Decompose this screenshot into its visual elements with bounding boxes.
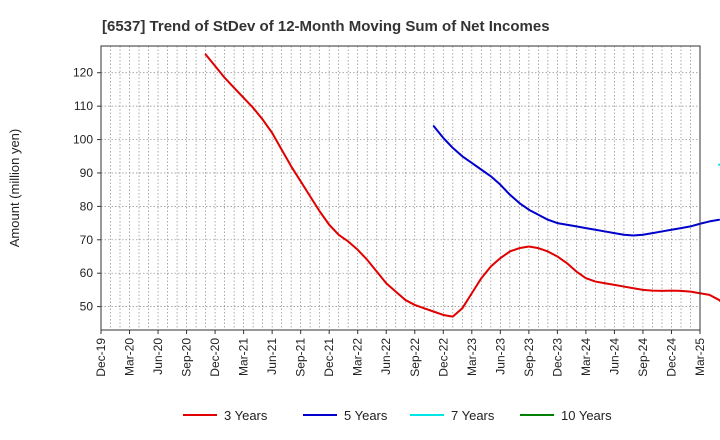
x-tick-label: Jun-21: [265, 338, 279, 375]
y-tick-label: 100: [73, 133, 93, 147]
legend-label-7-years: 7 Years: [451, 408, 495, 423]
series-layer: [204, 53, 720, 318]
y-tick-label: 110: [74, 99, 93, 113]
x-tick-label: Jun-23: [493, 338, 507, 375]
x-tick-label: Dec-20: [208, 338, 222, 377]
x-tick-label: Sep-21: [294, 338, 308, 377]
x-axis-ticks: Dec-19 Mar-20 Jun-20 Sep-20 Dec-20 Mar-21 Jun-…: [94, 330, 707, 377]
y-tick-label: 90: [80, 166, 94, 180]
x-tick-label: Sep-22: [408, 338, 422, 377]
x-tick-label: Sep-23: [522, 338, 536, 377]
x-tick-label: Mar-24: [579, 338, 593, 376]
legend-label-5-years: 5 Years: [344, 408, 388, 423]
x-tick-label: Mar-22: [351, 338, 365, 376]
x-tick-label: Jun-22: [379, 338, 393, 375]
y-tick-label: 120: [73, 66, 93, 80]
chart-title: [6537] Trend of StDev of 12-Month Moving…: [102, 18, 550, 35]
y-tick-label: 80: [80, 199, 94, 213]
legend-label-10-years: 10 Years: [561, 408, 612, 423]
legend: 3 Years 5 Years 7 Years 10 Years: [183, 408, 612, 423]
y-axis-ticks: 50 60 70 80 90 100 110 120: [73, 66, 101, 314]
series-line-3-years: [204, 53, 720, 318]
x-tick-label: Dec-19: [94, 338, 108, 377]
chart-grid: [101, 46, 700, 330]
y-tick-label: 60: [80, 266, 94, 280]
x-tick-label: Mar-25: [693, 338, 707, 376]
x-tick-label: Dec-22: [436, 338, 450, 377]
plot-frame: [100, 45, 701, 331]
x-tick-label: Dec-24: [664, 338, 678, 377]
series-line-5-years: [432, 125, 720, 237]
x-tick-label: Mar-20: [123, 338, 137, 376]
y-tick-label: 70: [80, 233, 94, 247]
legend-label-3-years: 3 Years: [224, 408, 268, 423]
x-tick-label: Mar-23: [465, 338, 479, 376]
x-tick-label: Dec-21: [322, 338, 336, 377]
x-tick-label: Jun-24: [607, 338, 621, 375]
x-tick-label: Jun-20: [151, 338, 165, 375]
y-tick-label: 50: [80, 300, 94, 314]
x-tick-label: Sep-24: [636, 338, 650, 377]
x-tick-label: Dec-23: [550, 338, 564, 377]
x-tick-label: Sep-20: [180, 338, 194, 377]
x-tick-label: Mar-21: [237, 338, 251, 376]
y-axis-label: Amount (million yen): [7, 129, 22, 248]
